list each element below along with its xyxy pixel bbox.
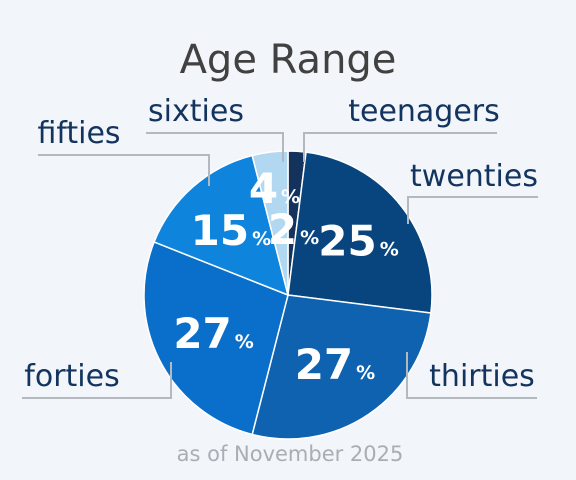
percent-label-thirties: 27% (295, 340, 376, 389)
pie-slice-twenties (287, 151, 433, 314)
pie-slice-forties (143, 241, 289, 436)
leader-lines (22, 132, 538, 399)
pie-slice-thirties (251, 294, 432, 440)
chart-title: Age Range (180, 37, 397, 83)
leader-line-sixties (146, 132, 284, 162)
category-label-fifties: fifties (37, 116, 120, 151)
percent-label-fifties: 15% (191, 206, 272, 255)
pie-slice-sixties (251, 150, 289, 296)
pie-slices (143, 150, 433, 440)
category-label-teenagers: teenagers (348, 94, 500, 129)
category-label-twenties: twenties (410, 159, 538, 194)
leader-line-forties (22, 362, 172, 399)
category-label-sixties: sixties (148, 94, 244, 129)
percent-label-forties: 27% (173, 309, 254, 358)
percent-label-teenagers: 2% (268, 205, 319, 254)
leader-line-fifties (38, 154, 210, 186)
percent-labels: 2% 25 % 27 % 27 % 15 %4% (173, 164, 398, 389)
pie-slice-fifties (153, 154, 290, 297)
date-note: as of November 2025 (177, 442, 404, 466)
leader-line-twenties (407, 196, 538, 224)
category-label-thirties: thirties (429, 359, 535, 394)
percent-label-twenties: 25% (318, 216, 399, 265)
category-label-forties: forties (24, 359, 119, 394)
percent-label-sixties: 4% (249, 164, 300, 213)
leader-line-thirties (406, 352, 537, 399)
leader-line-teenagers (303, 132, 497, 162)
category-labels: teenagers twenties thirties forties fifties s… (24, 94, 538, 394)
